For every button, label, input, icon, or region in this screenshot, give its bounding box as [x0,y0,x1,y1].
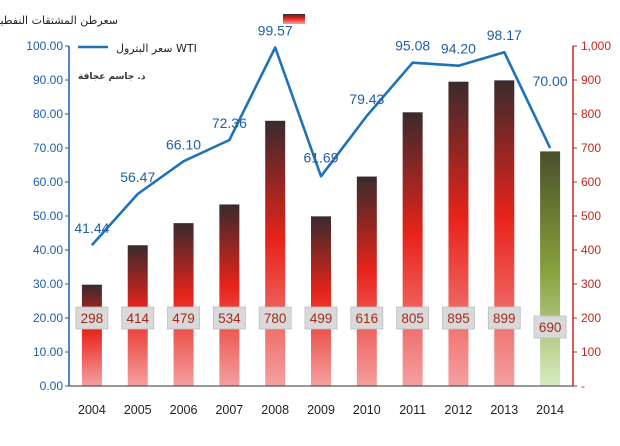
bar [494,80,515,386]
bar-label-box [396,306,430,330]
right-tick-label: 900 [581,73,601,87]
bar-value-label: 534 [218,311,241,326]
left-tick-label: 10.00 [33,345,63,359]
x-tick-label: 2009 [307,403,335,417]
bar-label-box [304,306,338,330]
legend-bar-label: سعرطن المشتقات النفطية [0,14,118,27]
bar-series [81,80,561,387]
right-tick-label: 800 [581,107,601,121]
right-tick-label: 400 [581,243,601,257]
bar-value-label: 805 [401,311,424,326]
left-tick-label: 60.00 [33,175,63,189]
legend: سعرطن المشتقات النفطية سعر البترول WTI [0,14,305,55]
legend-line-label: سعر البترول WTI [116,42,197,55]
right-tick-label: 200 [581,311,601,325]
right-tick-label: - [581,379,585,393]
x-tick-label: 2008 [261,403,289,417]
right-tick-label: 600 [581,175,601,189]
legend-bar-swatch [283,14,305,24]
bar-value-label: 899 [493,311,516,326]
bar [81,284,102,386]
bar-value-labels: 298 414 479 534 780 499 616 805 895 899 690 [75,306,567,339]
line-value-label: 41.44 [74,220,109,236]
bar-label-box [442,306,475,330]
line-value-label: 94.20 [441,41,476,57]
line-value-label: 99.57 [258,22,293,38]
bar [265,120,286,387]
x-tick-label: 2013 [490,403,518,417]
left-tick-label: 30.00 [33,277,63,291]
left-tick-label: 100.00 [26,39,63,53]
bar-label-box [350,306,384,330]
left-tick-label: 40.00 [33,243,63,257]
x-tick-label: 2011 [399,403,426,417]
x-tick-label: 2007 [215,403,243,417]
bar [311,216,331,386]
bar-value-label: 780 [264,311,287,326]
x-tick-label: 2006 [170,403,198,417]
bar-value-label: 479 [172,311,195,326]
line-value-label: 98.17 [487,27,522,43]
line-value-label: 79.43 [349,91,384,107]
x-tick-label: 2005 [124,403,152,417]
left-axis-ticks: 0.00 10.00 20.00 30.00 40.00 50.00 60.00 70.00 8… [26,39,69,393]
x-tick-label: 2012 [445,403,473,417]
right-tick-label: 100 [581,345,601,359]
bar-value-label: 895 [447,311,470,326]
bar-label-box [75,306,109,330]
line-value-label: 72.36 [212,115,247,131]
x-tick-label: 2004 [78,403,106,417]
right-tick-label: 500 [581,209,601,223]
x-tick-label: 2014 [536,403,564,417]
bar-label-box [121,306,155,330]
bar [540,151,561,386]
bar-value-label: 499 [310,311,333,326]
bar-label-box [487,306,521,330]
line-value-label: 66.10 [166,136,201,152]
author-annotation: د. جاسم عجاقة [78,72,146,82]
bar-label-box [212,306,246,330]
bar-label-box [258,306,292,330]
line-value-label: 56.47 [120,169,155,185]
bar-value-label: 690 [539,320,562,335]
left-tick-label: 20.00 [33,311,63,325]
line-value-label: 70.00 [533,73,568,89]
line-value-label: 61.69 [303,149,338,165]
right-tick-label: 700 [581,141,601,155]
line-value-label: 95.08 [395,38,430,54]
x-axis-ticks: 2004 2005 2006 2007 2008 2009 2010 2011 2012 2013… [78,403,564,417]
right-tick-label: 300 [581,277,601,291]
bar [448,81,469,386]
left-tick-label: 0.00 [40,379,64,393]
bar [173,223,194,386]
bar-value-label: 414 [126,311,149,326]
wti-price-line [90,46,552,246]
left-tick-label: 80.00 [33,107,63,121]
bar [402,112,423,387]
line-value-labels: 41.44 56.47 66.10 72.36 99.57 61.69 79.43 95.08… [74,22,567,236]
left-tick-label: 50.00 [33,209,63,223]
bar-label-box [533,315,567,339]
bar [219,204,240,386]
bar-value-label: 298 [81,311,104,326]
bar [356,176,377,386]
right-axis-ticks: - 100 200 300 400 500 600 700 800 900 1,000 [573,39,611,393]
left-tick-label: 70.00 [33,141,63,155]
bar-value-label: 616 [356,311,379,326]
x-tick-label: 2010 [353,403,381,417]
left-tick-label: 90.00 [33,73,63,87]
right-tick-label: 1,000 [581,39,611,53]
bar-label-box [167,306,200,330]
